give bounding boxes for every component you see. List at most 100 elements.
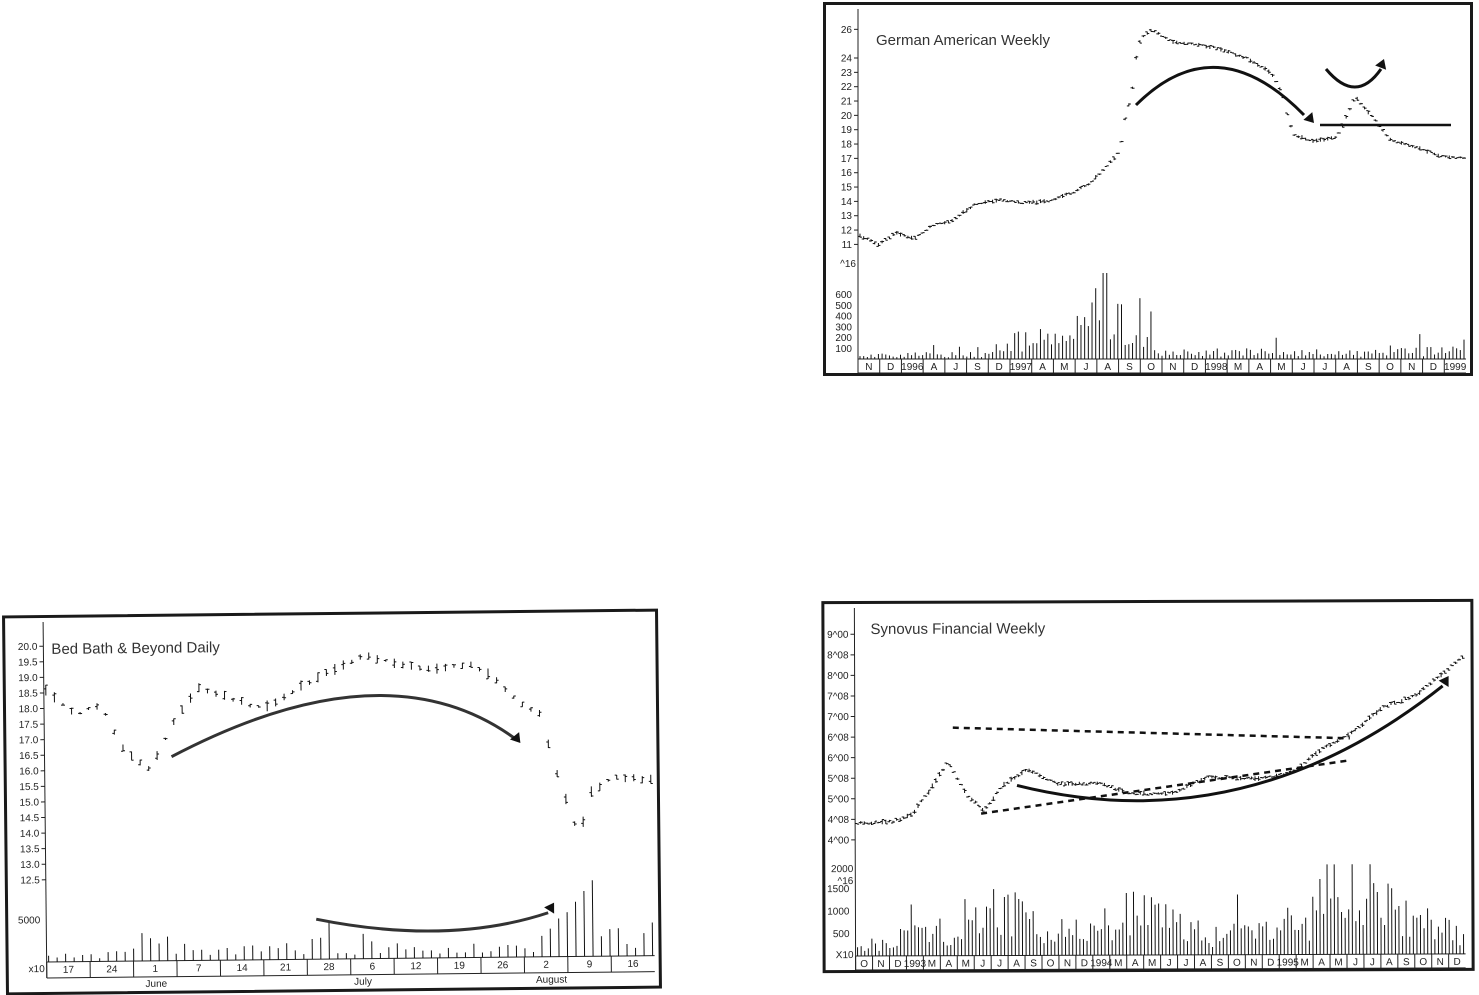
chart-title: Synovus Financial Weekly <box>870 620 1045 638</box>
price-tick-label: 20 <box>841 111 853 122</box>
x-tick-label: D <box>1081 958 1088 969</box>
x-tick-label: M <box>1234 362 1242 373</box>
synovus-chart: Synovus Financial Weekly 9^00 8^08 8^00 7^08… <box>827 608 1466 971</box>
price-tick-label: 19 <box>841 125 853 136</box>
price-tick-label: 7^08 <box>827 691 849 702</box>
volume-top-label: 2000 <box>831 864 854 875</box>
price-tick-label: 7^00 <box>827 712 849 723</box>
x-tick-label: 1994 <box>1090 958 1113 969</box>
price-tick-label: 19.0 <box>18 673 38 684</box>
arrow-head <box>1375 59 1387 70</box>
annotation-arc-arrow <box>1134 65 1306 117</box>
volume-tick-label: 100 <box>835 344 852 355</box>
x-tick-label: 16 <box>627 959 639 970</box>
x-tick-label: 24 <box>106 964 118 975</box>
x-tick-label: D <box>1430 362 1437 373</box>
x-tick-label: 6 <box>370 962 376 973</box>
volume-tick-label: 600 <box>835 290 852 301</box>
price-tick-label: 4^08 <box>828 815 850 826</box>
price-tick-label: 18.0 <box>18 704 38 715</box>
x-tick-label: S <box>1217 958 1224 969</box>
chart-title: Bed Bath & Beyond Daily <box>51 639 220 658</box>
price-tick-label: 13 <box>841 211 853 222</box>
x-tick-label: A <box>1318 957 1325 968</box>
price-tick-label: 24 <box>841 54 853 65</box>
x-tick-label: 2 <box>543 960 549 971</box>
x-tick-label: J <box>1084 362 1089 373</box>
volume-tick-label: 500 <box>833 929 850 940</box>
x-tick-label: M <box>1114 958 1122 969</box>
x-tick-label: D <box>1267 958 1274 969</box>
y-axis-line <box>853 608 857 971</box>
x-tick-label: 1999 <box>1444 362 1467 373</box>
x-tick-label: O <box>1386 362 1394 373</box>
price-tick-label: 23 <box>841 68 853 79</box>
x-tick-label: A <box>1039 362 1046 373</box>
chart-title: German American Weekly <box>876 32 1050 49</box>
x-tick-label: D <box>996 362 1003 373</box>
price-tick-label: 17.5 <box>19 720 39 731</box>
annotation-triangle-lower-line <box>980 759 1351 815</box>
x-tick-label: N <box>865 362 872 373</box>
x-tick-label: A <box>1013 958 1020 969</box>
x-tick-label: N <box>877 959 884 970</box>
x-tick-label: 1997 <box>1010 362 1033 373</box>
price-tick-label: 14.0 <box>20 829 40 840</box>
price-tick-label: 4^00 <box>828 835 850 846</box>
volume-bar <box>583 890 586 957</box>
x-tick-label: M <box>928 959 936 970</box>
price-tick-label: 12.5 <box>20 875 40 886</box>
x-tick-label: N <box>1169 362 1176 373</box>
x-tick-label: J <box>997 959 1002 970</box>
x-tick-label: M <box>1300 957 1308 968</box>
price-tick-label: 18 <box>841 140 853 151</box>
x-tick-label: M <box>1277 362 1285 373</box>
x-tick-label: J <box>1167 958 1172 969</box>
volume-sub-label: X10 <box>836 950 854 961</box>
x-tick-label: O <box>1147 362 1155 373</box>
x-tick-label: M <box>1060 362 1068 373</box>
annotation-volume-arrow <box>315 911 549 933</box>
german-american-chart: German American Weekly 26 24 23 22 21 20 19 18 17… <box>835 9 1467 374</box>
x-axis-line <box>46 955 655 963</box>
x-tick-label: M <box>1334 957 1342 968</box>
x-tick-label: A <box>1132 958 1139 969</box>
x-tick-label: 28 <box>323 962 335 973</box>
chart-panel-synovus: Synovus Financial Weekly 9^00 8^08 8^00 7^08… <box>821 598 1475 974</box>
x-tick-label: O <box>1419 957 1427 968</box>
price-tick-label: 15 <box>841 183 853 194</box>
volume-tick-label: 500 <box>835 301 852 312</box>
price-tick-label: 16.0 <box>19 766 39 777</box>
volume-tick-label: 300 <box>835 322 852 333</box>
annotation-triangle-upper-line <box>952 726 1350 740</box>
annotation-cup-arrow <box>1324 68 1383 89</box>
x-tick-label: J <box>980 959 985 970</box>
price-tick-label: 15.5 <box>19 782 39 793</box>
x-tick-label: 1996 <box>901 362 924 373</box>
price-tick-label: 21 <box>841 97 853 108</box>
volume-tick-label: 5000 <box>18 915 41 926</box>
price-tick-label: 18.5 <box>18 689 38 700</box>
x-tick-label: A <box>931 362 938 373</box>
price-tick-label: 26 <box>841 25 853 36</box>
x-tick-label: 26 <box>497 960 509 971</box>
volume-scale-label: x10 <box>29 964 46 975</box>
price-tick-label: 11 <box>842 240 853 251</box>
price-tick-label: 5^08 <box>828 774 850 785</box>
x-tick-label: N <box>1064 958 1071 969</box>
price-tick-label: 5^00 <box>828 794 850 805</box>
price-tick-label: 17 <box>841 154 853 165</box>
x-tick-label: M <box>962 959 970 970</box>
y-axis-line <box>42 622 48 979</box>
x-tick-label: S <box>974 362 981 373</box>
x-tick-label: 12 <box>410 961 422 972</box>
x-tick-label: J <box>953 362 958 373</box>
volume-scale-label: ^16 <box>840 259 856 270</box>
price-tick-label: 8^08 <box>827 650 849 661</box>
annotation-rounding-top-arrow <box>170 693 516 759</box>
arrow-head <box>1303 112 1314 123</box>
month-label: July <box>354 977 372 988</box>
arrow-head <box>1438 675 1449 687</box>
x-tick-label: J <box>1353 957 1358 968</box>
x-tick-label: A <box>1200 958 1207 969</box>
